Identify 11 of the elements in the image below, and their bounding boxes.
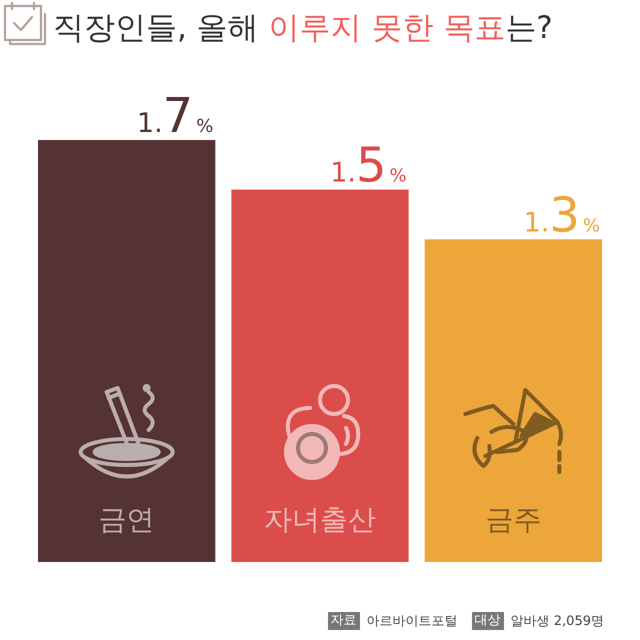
data-label: 1.7% [136, 88, 214, 144]
chart-title: 직장인들, 올해 이루지 못한 목표는? [53, 10, 553, 46]
data-label: 1.3% [524, 187, 600, 244]
x-tick-label: 금주 [485, 503, 542, 536]
text: 아르바이트포털 [366, 613, 458, 630]
x-tick-label: 금연 [98, 503, 155, 536]
x-tick-label: 자녀출산 [264, 503, 376, 536]
text: 대상 [472, 612, 504, 630]
text: 알바생 2,059명 [510, 613, 604, 630]
text: 자료 [328, 612, 360, 630]
data-label: 1.5% [330, 138, 407, 194]
